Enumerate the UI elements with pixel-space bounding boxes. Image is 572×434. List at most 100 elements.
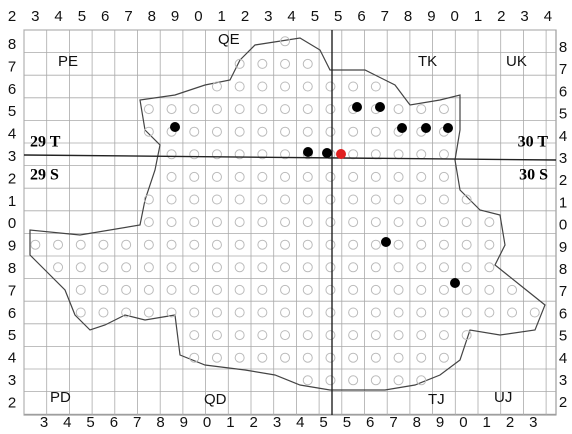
top-label: 8: [148, 8, 156, 25]
grid-circle: [121, 262, 132, 273]
grid-circle: [348, 239, 359, 250]
grid-circle: [302, 239, 313, 250]
grid-circle: [166, 262, 177, 273]
grid-circle: [257, 126, 268, 137]
grid-circle: [370, 171, 381, 182]
grid-circle: [234, 171, 245, 182]
grid-circle: [211, 284, 222, 295]
grid-circle: [280, 171, 291, 182]
grid-circle: [370, 217, 381, 228]
grid-circle: [257, 149, 268, 160]
records: [170, 102, 460, 288]
grid-circle: [143, 104, 154, 115]
grid-circle: [257, 58, 268, 69]
bottom-label: 9: [180, 414, 188, 431]
grid-circle: [302, 307, 313, 318]
grid-circle: [370, 307, 381, 318]
top-label: 9: [427, 8, 435, 25]
right-label: 9: [559, 239, 567, 256]
grid-circle: [166, 239, 177, 250]
grid-circle: [416, 307, 427, 318]
right-label: 2: [559, 394, 567, 411]
grid-circle: [143, 239, 154, 250]
top-label: 6: [357, 8, 365, 25]
grid-circle: [166, 171, 177, 182]
bottom-label: 1: [483, 414, 491, 431]
top-label: 2: [8, 8, 16, 25]
grid-circle: [325, 194, 336, 205]
grid-circle: [280, 262, 291, 273]
grid-circle: [189, 330, 200, 341]
grid-circle: [325, 307, 336, 318]
grid-circle: [53, 262, 64, 273]
grid-circle: [484, 284, 495, 295]
grid-circle: [393, 330, 404, 341]
grid-circle: [325, 81, 336, 92]
grid-circle: [348, 375, 359, 386]
grid-circle: [325, 239, 336, 250]
grid-circle: [211, 352, 222, 363]
grid-circle: [280, 352, 291, 363]
left-label: 4: [8, 126, 16, 143]
top-label: 7: [381, 8, 389, 25]
grid-circle: [280, 307, 291, 318]
grid-circle: [484, 239, 495, 250]
grid-circle: [234, 284, 245, 295]
grid-circle: [234, 194, 245, 205]
grid-circle: [461, 330, 472, 341]
record-dot: [397, 123, 407, 133]
grid-circle: [143, 217, 154, 228]
grid-circle: [189, 194, 200, 205]
grid-circle: [211, 126, 222, 137]
grid-circle: [166, 104, 177, 115]
grid-circle: [257, 307, 268, 318]
grid-circle: [393, 307, 404, 318]
grid-circle: [348, 217, 359, 228]
grid-circle: [280, 284, 291, 295]
grid-circle: [30, 239, 41, 250]
grid-circle: [461, 217, 472, 228]
top-label: 9: [171, 8, 179, 25]
left-label: 3: [8, 148, 16, 165]
bottom-label: 0: [459, 414, 467, 431]
grid-circle: [280, 126, 291, 137]
grid-circle: [280, 149, 291, 160]
grid-circles: [30, 36, 540, 386]
grid-circle: [416, 239, 427, 250]
top-label: 2: [497, 8, 505, 25]
grid-circle: [325, 352, 336, 363]
grid-circle: [166, 149, 177, 160]
grid-circle: [234, 262, 245, 273]
grid-circle: [325, 217, 336, 228]
right-label: 5: [559, 328, 567, 345]
left-label: 6: [8, 305, 16, 322]
bottom-label: 5: [319, 414, 327, 431]
grid-circle: [438, 307, 449, 318]
grid-circle: [438, 239, 449, 250]
grid-circle: [257, 104, 268, 115]
grid-circle: [189, 239, 200, 250]
zone-label: 29 T: [30, 134, 61, 151]
right-label: 1: [559, 194, 567, 211]
grid-circle: [416, 330, 427, 341]
grid-circle: [189, 126, 200, 137]
square-label: UK: [506, 53, 527, 70]
grid-circle: [257, 239, 268, 250]
grid-circle: [280, 194, 291, 205]
grid-circle: [143, 126, 154, 137]
grid-circle: [189, 149, 200, 160]
grid-circle: [234, 330, 245, 341]
grid-circle: [280, 217, 291, 228]
grid-circle: [280, 36, 291, 47]
grid-circle: [416, 217, 427, 228]
grid-circle: [234, 58, 245, 69]
left-label: 7: [8, 282, 16, 299]
grid-circle: [280, 104, 291, 115]
grid-circle: [325, 330, 336, 341]
bottom-label: 4: [63, 414, 71, 431]
grid-circle: [166, 307, 177, 318]
grid-circle: [121, 284, 132, 295]
square-label: TJ: [428, 391, 445, 408]
grid-circle: [257, 81, 268, 92]
grid-circle: [325, 171, 336, 182]
